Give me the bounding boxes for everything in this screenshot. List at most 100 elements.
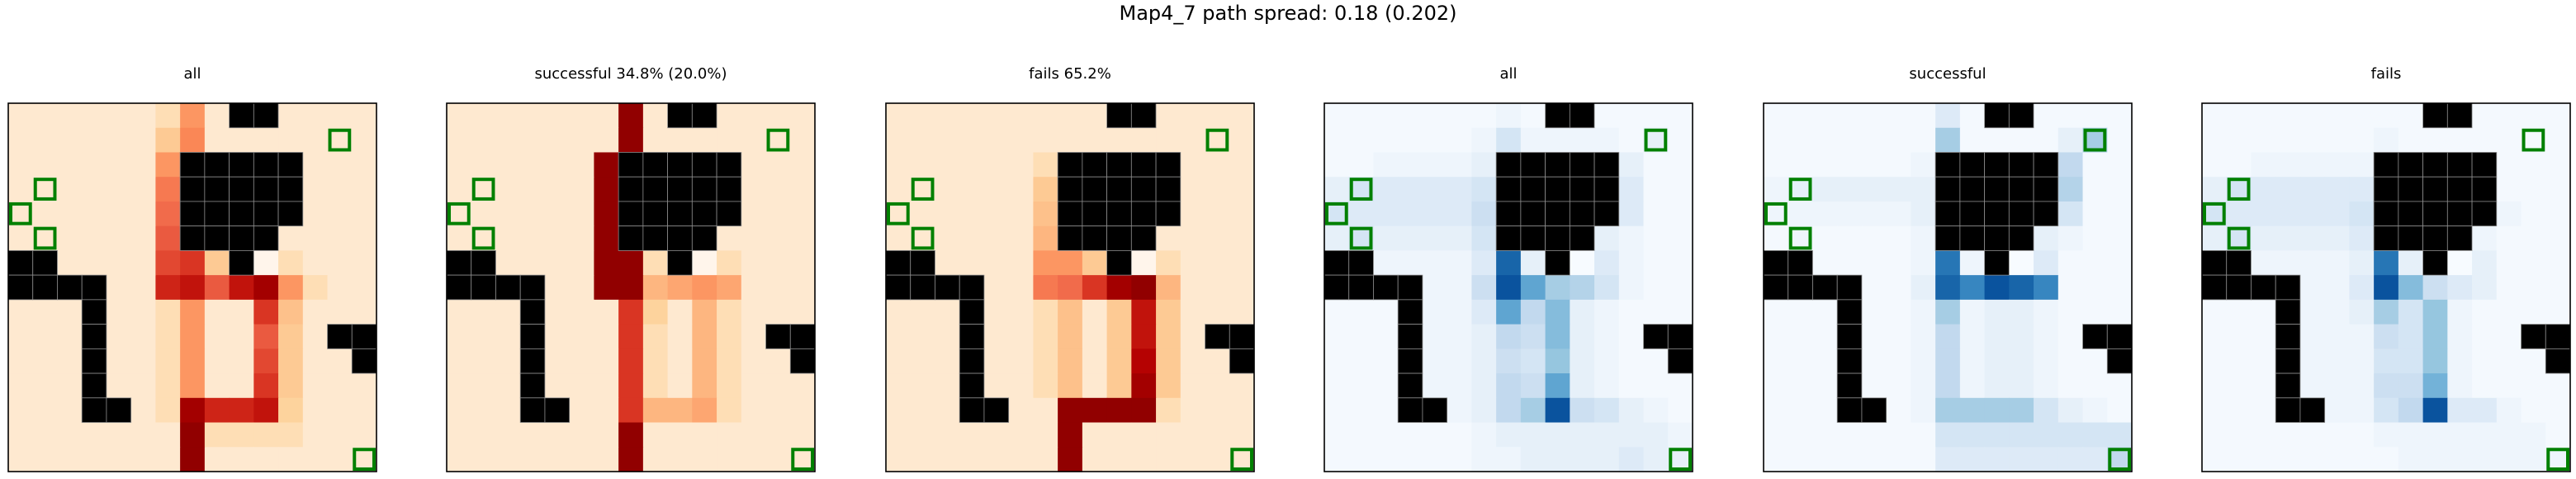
heat-cell [2472,373,2497,398]
heat-cell [1033,226,1058,251]
heat-cell [2497,447,2522,472]
heat-cell [107,275,131,300]
heat-cell [1546,373,1570,398]
heat-cell [1521,275,1546,300]
heat-cell [1009,128,1034,153]
heat-cell [131,447,156,472]
heat-cell [328,447,353,472]
heat-cell [2058,226,2083,251]
heat-cell [1960,349,1985,373]
heat-cell [447,177,471,202]
heat-cell [1812,447,1837,472]
heat-cell [2275,423,2300,448]
heat-cell [1373,325,1398,349]
heat-cell [2398,103,2423,128]
heat-cell [1205,447,1230,472]
heat-cell [57,152,82,177]
heat-cell [618,423,643,448]
heat-cell [1812,226,1837,251]
heat-cell [1131,398,1156,423]
heat-cell [1471,275,1496,300]
heat-cell [2325,300,2350,325]
heat-cell [2275,226,2300,251]
heat-cell [57,447,82,472]
heat-cell [886,349,911,373]
heat-cell [1837,226,1862,251]
heat-cell [495,152,520,177]
heat-cell [1764,177,1788,202]
heat-cell [1398,177,1423,202]
obstacle-cell [1398,349,1423,373]
obstacle-cell [959,300,984,325]
heat-cell [8,373,33,398]
heat-cell [1960,275,1985,300]
heat-cell [886,447,911,472]
obstacle-cell [230,152,254,177]
obstacle-cell [692,177,717,202]
heat-cell [2447,349,2472,373]
obstacle-cell [2447,103,2472,128]
heat-cell [180,275,205,300]
obstacle-cell [1229,325,1254,349]
heat-cell [303,300,328,325]
heat-cell [1935,250,1960,275]
heat-cell [205,103,230,128]
heat-cell [2325,349,2350,373]
heat-cell [352,202,376,226]
obstacle-cell [790,325,815,349]
heat-cell [1570,447,1594,472]
heat-cell [1181,349,1205,373]
heat-cell [520,152,545,177]
heat-cell [2423,275,2448,300]
heat-cell [1887,177,1911,202]
heat-cell [1471,349,1496,373]
heat-cell [155,423,180,448]
heat-cell [2083,177,2108,202]
obstacle-cell [1570,177,1594,202]
heat-cell [1837,447,1862,472]
heat-cell [1496,128,1521,153]
obstacle-cell [2472,202,2497,226]
heat-cell [2374,349,2398,373]
heat-cell [2300,423,2325,448]
heat-cell [303,349,328,373]
heat-cell [2034,103,2058,128]
heat-cell [1496,398,1521,423]
heat-cell [1935,447,1960,472]
heat-cell [2447,373,2472,398]
heat-cell [1447,423,1472,448]
heat-cell [1058,300,1082,325]
heat-cell [1373,103,1398,128]
heat-cell [2058,300,2083,325]
heat-cell [1521,325,1546,349]
heat-cell [1009,103,1034,128]
heat-cell [2251,202,2275,226]
obstacle-cell [1521,202,1546,226]
obstacle-cell [2275,398,2300,423]
heat-cell [886,398,911,423]
obstacle-cell [2423,226,2448,251]
obstacle-cell [8,250,33,275]
heat-cell [1398,128,1423,153]
heat-cell [668,447,693,472]
heat-cell [935,177,959,202]
heat-cell [1935,373,1960,398]
heat-cell [618,325,643,349]
heat-cell [1229,177,1254,202]
heat-cell [278,226,303,251]
obstacle-cell [668,177,693,202]
heat-cell [1960,325,1985,349]
heat-cell [1668,423,1693,448]
heat-cell [618,300,643,325]
obstacle-cell [1594,202,1619,226]
heat-cell [984,103,1009,128]
heat-cell [1570,250,1594,275]
obstacle-cell [1935,226,1960,251]
heat-cell [1911,226,1935,251]
heat-cell [1107,398,1132,423]
heat-cell [1181,325,1205,349]
obstacle-cell [2227,275,2252,300]
heat-cell [2251,300,2275,325]
heat-cell [935,373,959,398]
obstacle-cell [2398,226,2423,251]
